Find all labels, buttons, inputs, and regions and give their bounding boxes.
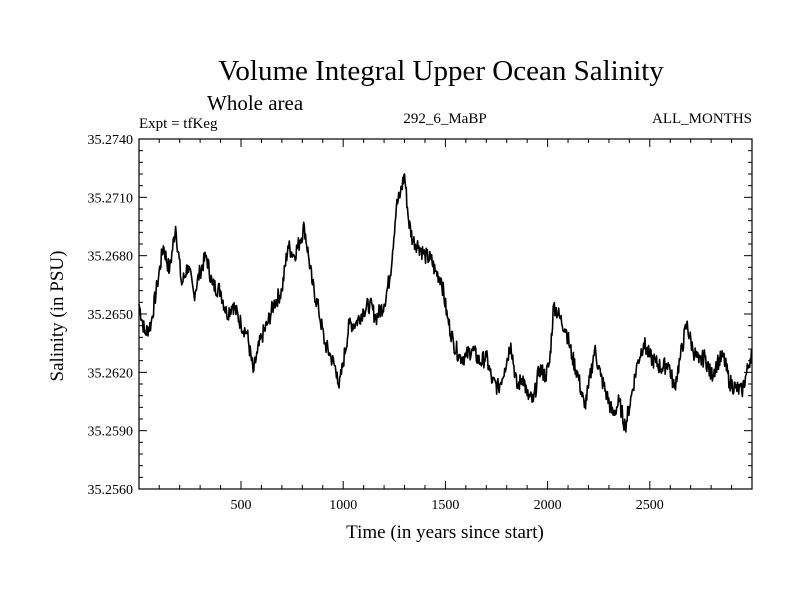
x-tick-label: 1000 bbox=[329, 498, 357, 513]
y-tick-label: 35.2740 bbox=[88, 133, 134, 148]
x-tick-label: 2500 bbox=[636, 498, 664, 513]
x-tick-label: 500 bbox=[230, 498, 251, 513]
y-tick-label: 35.2680 bbox=[88, 250, 134, 265]
experiment-label: Expt = tfKeg bbox=[139, 116, 218, 132]
salinity-series-line bbox=[138, 173, 753, 433]
y-tick-label: 35.2560 bbox=[88, 483, 134, 498]
x-axis-label: Time (in years since start) bbox=[346, 522, 544, 543]
y-tick-label: 35.2710 bbox=[88, 191, 134, 206]
plot-frame bbox=[138, 138, 753, 490]
chart-title: Volume Integral Upper Ocean Salinity bbox=[218, 55, 664, 87]
x-tick-label: 1500 bbox=[431, 498, 459, 513]
months-label: ALL_MONTHS bbox=[652, 111, 752, 127]
y-axis-label: Salinity (in PSU) bbox=[47, 251, 68, 382]
chart-subtitle: Whole area bbox=[207, 91, 304, 115]
y-tick-label: 35.2650 bbox=[88, 308, 134, 323]
plot-area: 500 1000 1500 2000 2500 35.2560 35.2590 35.2620… bbox=[88, 133, 753, 513]
y-tick-label: 35.2620 bbox=[88, 366, 134, 381]
y-tick-label: 35.2590 bbox=[88, 425, 134, 440]
x-tick-label: 2000 bbox=[534, 498, 562, 513]
period-label: 292_6_MaBP bbox=[403, 111, 486, 127]
